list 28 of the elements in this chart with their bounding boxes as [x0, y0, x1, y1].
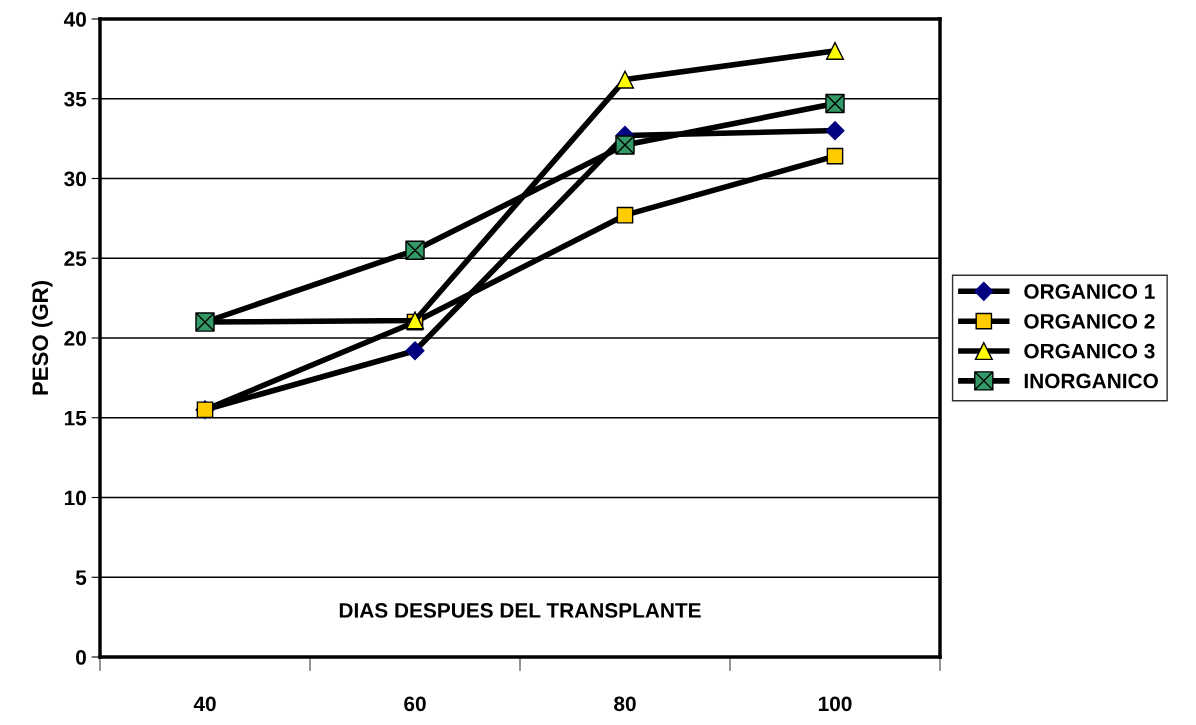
- y-tick-label: 15: [64, 410, 87, 426]
- point: [405, 240, 425, 260]
- x-tick-label: 80: [614, 696, 636, 712]
- point: [826, 147, 844, 165]
- point: [825, 41, 845, 60]
- legend-label: INORGANICO: [1024, 373, 1158, 389]
- x-tick-label: 40: [193, 696, 216, 712]
- x-axis-title: DIAS DESPUES DEL TRANSPLANTE: [339, 603, 701, 618]
- legend-label: ORGANICO 3: [1024, 343, 1155, 359]
- y-tick-label: 30: [64, 171, 86, 187]
- y-tick-label: 10: [64, 490, 86, 506]
- point: [615, 135, 635, 155]
- y-tick-label: 5: [75, 570, 87, 585]
- y-tick-label: 20: [64, 331, 86, 346]
- y-tick-label: 35: [64, 91, 87, 107]
- point: [616, 206, 634, 224]
- x-tick-label: 60: [404, 696, 426, 712]
- point: [825, 93, 845, 114]
- y-tick-label: 40: [63, 12, 86, 27]
- legend-label: ORGANICO 1: [1024, 284, 1155, 299]
- legend-label: ORGANICO 2: [1024, 313, 1155, 329]
- y-axis-title: PESO (GR): [31, 281, 53, 395]
- point: [405, 341, 425, 361]
- point: [615, 70, 635, 89]
- y-tick-label: 25: [64, 251, 87, 266]
- y-tick-label: 0: [76, 650, 86, 665]
- x-tick-label: 100: [818, 696, 852, 712]
- point: [825, 121, 845, 141]
